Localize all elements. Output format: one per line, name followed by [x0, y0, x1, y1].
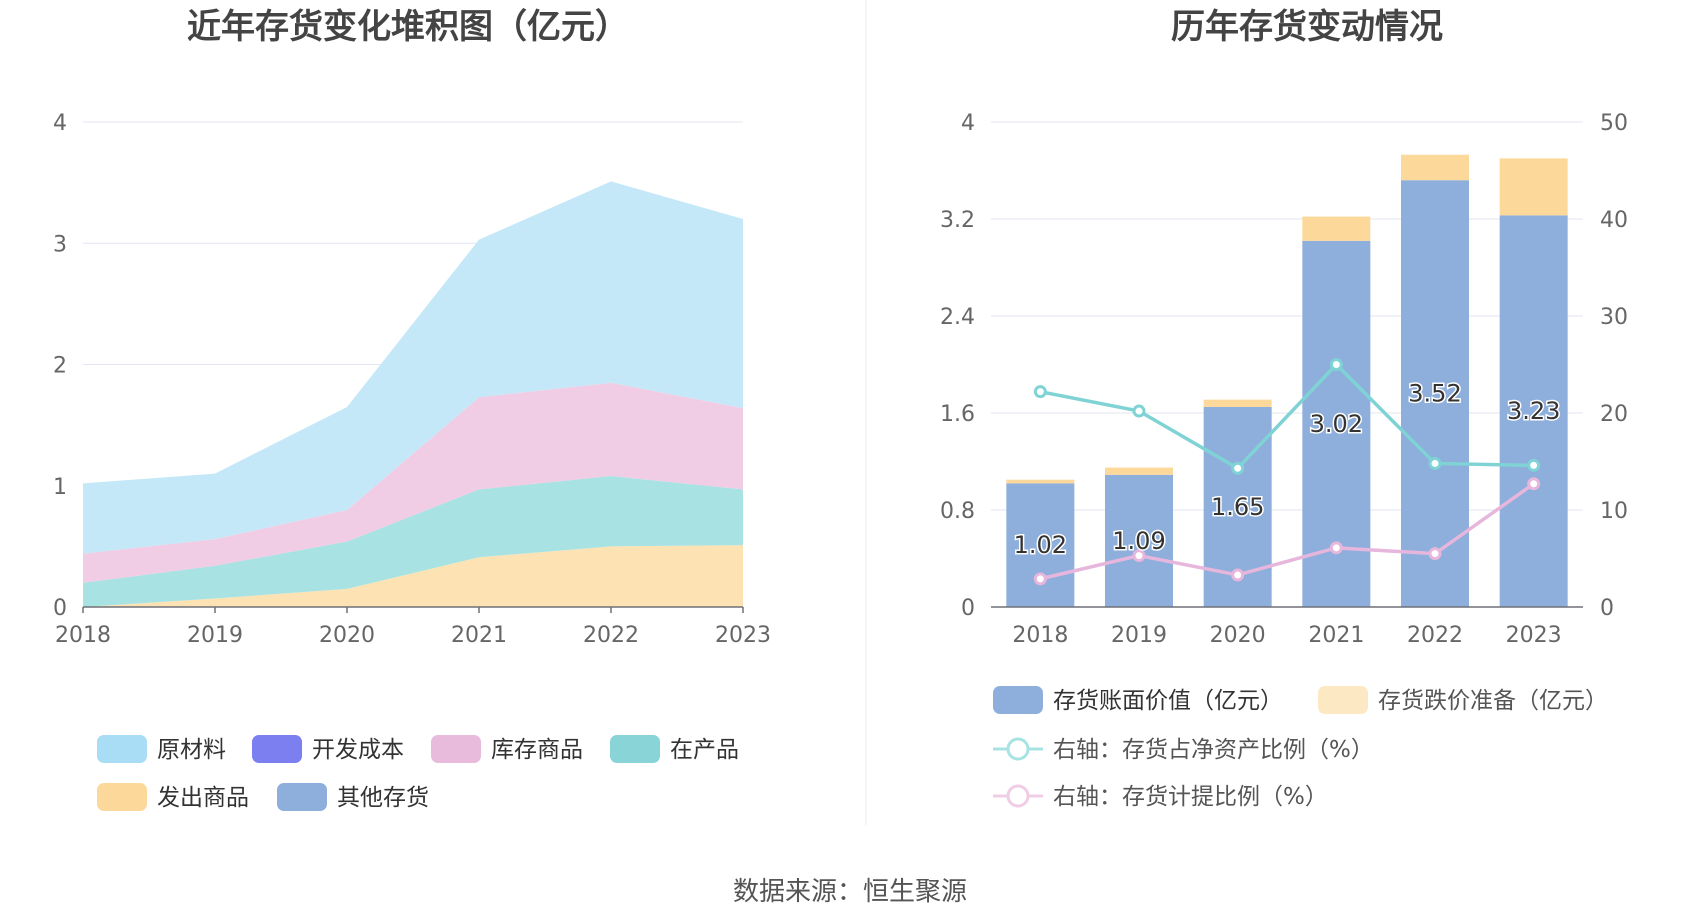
- right-x-tick-label: 2018: [1012, 623, 1068, 648]
- left-legend-swatch: [610, 735, 660, 763]
- right-legend-label: 存货账面价值（亿元）: [1053, 688, 1283, 714]
- right-y-tick-label: 1.6: [940, 402, 975, 427]
- right-x-tick-label: 2019: [1111, 623, 1167, 648]
- left-x-tick-label: 2018: [55, 623, 111, 648]
- bar-inventory-impairment: [1006, 479, 1075, 484]
- bar-data-label: 3.23: [1507, 397, 1560, 425]
- left-legend-swatch: [97, 783, 147, 811]
- right-x-tick-label: 2022: [1407, 623, 1463, 648]
- line-point: [1527, 477, 1541, 491]
- bar-data-label: 3.02: [1310, 410, 1363, 438]
- right-legend: 存货账面价值（亿元） 存货跌价准备（亿元）右轴：存货占净资产比例（%） 右轴：存货计…: [993, 686, 1608, 810]
- right-y2-tick-label: 20: [1600, 402, 1628, 427]
- right-y2-tick-label: 50: [1600, 111, 1628, 136]
- left-legend-swatch: [277, 783, 327, 811]
- bar-inventory-impairment: [1302, 216, 1371, 241]
- left-axis: 0 1 2 3 4 2018 2019 2020 2021 2022 2023: [53, 111, 771, 648]
- line-point: [1231, 568, 1245, 582]
- left-legend-swatch: [97, 735, 147, 763]
- left-y-tick-label: 2: [53, 354, 67, 379]
- left-legend-label: 库存商品: [491, 737, 583, 763]
- right-legend-marker: [1006, 737, 1030, 761]
- right-y-tick-label: 0: [961, 596, 975, 621]
- right-legend-swatch: [993, 686, 1043, 714]
- area-series: [83, 476, 743, 607]
- bar-data-label: 1.09: [1112, 527, 1165, 555]
- area-series: [83, 181, 743, 554]
- left-y-tick-label: 1: [53, 475, 67, 500]
- bar-inventory-book-value: [1105, 474, 1173, 607]
- bar-inventory-book-value: [1006, 483, 1075, 607]
- left-legend-label: 发出商品: [157, 785, 249, 811]
- line-point: [1527, 458, 1541, 472]
- right-bar-labels: 1.02 1.09 1.65 3.02 3.52 3.23: [1012, 378, 1562, 561]
- right-grid: [991, 121, 1583, 511]
- bar-inventory-impairment: [1105, 467, 1173, 475]
- bar-inventory-impairment: [1499, 158, 1568, 216]
- area-series: [83, 545, 743, 607]
- left-legend-label: 在产品: [670, 737, 739, 763]
- line-point: [1033, 572, 1047, 586]
- left-legend-label: 原材料: [157, 737, 226, 763]
- bar-data-label: 1.65: [1211, 493, 1264, 521]
- left-legend-label: 开发成本: [312, 737, 404, 763]
- right-y-tick-label: 2.4: [940, 305, 975, 330]
- right-legend-label: 存货跌价准备（亿元）: [1378, 688, 1608, 714]
- line-point: [1132, 549, 1146, 563]
- line-point: [1132, 404, 1146, 418]
- right-chart-title: 历年存货变动情况: [1171, 7, 1443, 47]
- right-y2-tick-label: 10: [1600, 499, 1628, 524]
- data-source: 数据来源：恒生聚源: [733, 877, 967, 907]
- area-series: [83, 382, 743, 583]
- right-y2-tick-label: 30: [1600, 305, 1628, 330]
- left-areas: [83, 181, 743, 607]
- left-legend-label: 其他存货: [337, 785, 429, 811]
- right-legend-label: 右轴：存货计提比例（%）: [1053, 784, 1328, 810]
- left-x-tick-label: 2019: [187, 623, 243, 648]
- left-legend-swatch: [252, 735, 302, 763]
- bar-data-label: 1.02: [1014, 531, 1067, 559]
- line-point: [1033, 385, 1047, 399]
- line-point: [1428, 456, 1442, 470]
- right-legend-marker: [1006, 784, 1030, 808]
- left-x-tick-label: 2021: [451, 623, 507, 648]
- left-x-tick-label: 2022: [583, 623, 639, 648]
- right-y-tick-label: 0.8: [940, 499, 975, 524]
- left-x-tick-label: 2023: [715, 623, 771, 648]
- bar-inventory-impairment: [1401, 154, 1469, 181]
- right-x-tick-label: 2020: [1210, 623, 1266, 648]
- right-y2-tick-label: 40: [1600, 208, 1628, 233]
- bar-inventory-book-value: [1499, 215, 1568, 608]
- left-legend-swatch: [431, 735, 481, 763]
- bar-line-chart: 历年存货变动情况 1.02 1.09 1.65 3.02 3.52 3.23 0 0.8 1.…: [940, 7, 1628, 810]
- left-y-tick-label: 3: [53, 232, 67, 257]
- bar-data-label: 3.52: [1408, 380, 1461, 408]
- line-series: [1039, 482, 1535, 581]
- left-chart-title: 近年存货变化堆积图（亿元）: [187, 7, 629, 47]
- right-y-tick-label: 3.2: [940, 208, 975, 233]
- left-y-tick-label: 0: [53, 596, 67, 621]
- left-y-tick-label: 4: [53, 111, 67, 136]
- line-point: [1329, 541, 1343, 555]
- right-x-tick-label: 2023: [1506, 623, 1562, 648]
- right-y2-tick-label: 0: [1600, 596, 1614, 621]
- line-point: [1329, 358, 1343, 371]
- line-point: [1428, 547, 1442, 561]
- right-y-tick-label: 4: [961, 111, 975, 136]
- right-lines: [1033, 358, 1541, 586]
- right-legend-swatch: [1318, 686, 1368, 714]
- right-x-tick-label: 2021: [1308, 623, 1364, 648]
- right-bars: [1006, 154, 1568, 608]
- left-x-tick-label: 2020: [319, 623, 375, 648]
- bar-inventory-impairment: [1203, 399, 1272, 407]
- stacked-area-chart: 近年存货变化堆积图（亿元） 0 1 2 3 4 2018 2019 2020 2021 2022 2…: [53, 7, 771, 811]
- right-legend-label: 右轴：存货占净资产比例（%）: [1053, 737, 1374, 763]
- line-series: [1039, 361, 1534, 471]
- line-point: [1231, 461, 1245, 475]
